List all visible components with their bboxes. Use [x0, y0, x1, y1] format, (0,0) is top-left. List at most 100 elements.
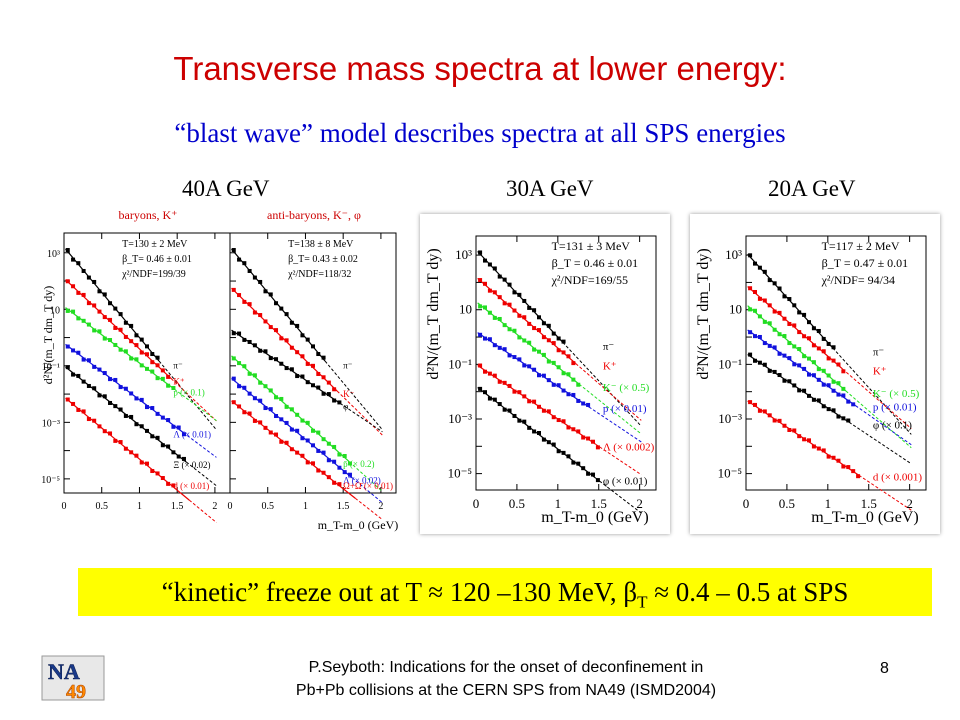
data-point	[160, 476, 165, 481]
fit-result-text: β_T= 0.46 ± 0.01	[122, 254, 192, 265]
data-point	[522, 315, 527, 320]
data-point	[305, 460, 310, 465]
data-point	[767, 278, 772, 283]
data-point	[295, 428, 300, 433]
fit-curve-extrapolated	[845, 390, 912, 449]
data-point	[252, 310, 257, 315]
data-point	[268, 325, 273, 330]
fit-curve-extrapolated	[575, 363, 642, 421]
data-point	[155, 376, 160, 381]
fit-curve-extrapolated	[832, 347, 912, 435]
data-point	[792, 303, 797, 308]
data-point	[129, 391, 134, 396]
data-point	[97, 393, 102, 398]
data-point	[145, 344, 149, 349]
data-point	[268, 292, 273, 297]
data-point	[316, 448, 321, 453]
data-point	[113, 342, 118, 347]
data-point	[76, 261, 81, 266]
data-point	[118, 440, 123, 445]
data-point	[757, 360, 762, 365]
series-label: Ξ (× 0.02)	[173, 460, 210, 470]
data-point	[537, 430, 541, 435]
data-point	[772, 418, 777, 423]
data-point	[92, 364, 97, 369]
data-point	[478, 250, 483, 255]
data-point	[284, 338, 289, 343]
series-label: p (× 0.01)	[873, 401, 917, 413]
data-point	[782, 353, 787, 358]
data-point	[787, 321, 792, 326]
data-point	[836, 381, 841, 386]
data-point	[337, 452, 342, 457]
data-point	[134, 343, 139, 348]
data-point	[551, 415, 556, 420]
data-point	[591, 439, 595, 444]
data-point	[487, 310, 492, 315]
fit-result-text: χ²/NDF=118/32	[287, 269, 351, 280]
data-point	[821, 382, 826, 387]
y-tick-label: 10³	[47, 249, 60, 260]
data-point	[258, 380, 263, 385]
x-tick-label: 0	[228, 501, 233, 512]
fit-curve-extrapolated	[855, 405, 912, 446]
data-point	[546, 378, 551, 383]
x-tick-label: 1.5	[171, 501, 184, 512]
x-tick-label: 1	[555, 496, 562, 511]
data-point	[274, 328, 279, 333]
x-tick-label: 1	[825, 496, 832, 511]
data-point	[118, 407, 123, 412]
data-point	[807, 336, 811, 341]
data-point	[841, 393, 846, 398]
data-point	[807, 438, 811, 443]
data-point	[541, 352, 546, 357]
footer-line-1: P.Seyboth: Indications for the onset of …	[308, 659, 704, 676]
energy-label-20: 20A GeV	[768, 176, 856, 201]
data-point	[792, 323, 797, 328]
data-point	[76, 350, 81, 355]
data-point	[92, 328, 97, 333]
data-point	[846, 465, 851, 470]
data-point	[71, 257, 76, 262]
data-point	[797, 310, 802, 315]
data-point	[237, 257, 242, 262]
data-point	[851, 402, 856, 407]
data-point	[316, 385, 321, 390]
data-point	[337, 465, 342, 470]
data-point	[76, 316, 81, 321]
fit-result-text: β_T = 0.46 ± 0.01	[552, 256, 639, 270]
data-point	[176, 454, 181, 459]
data-point	[507, 383, 512, 388]
data-point	[155, 363, 160, 368]
data-point	[166, 444, 171, 449]
data-point	[561, 419, 566, 424]
series-label: φ (× 0.1)	[873, 419, 912, 431]
data-point	[279, 361, 284, 366]
data-point	[777, 418, 782, 423]
data-point	[155, 411, 160, 416]
data-point	[571, 377, 576, 382]
fit-curve-extrapolated	[562, 341, 642, 427]
data-point	[337, 482, 342, 487]
data-point	[139, 363, 144, 368]
data-point	[532, 399, 537, 404]
data-point	[300, 374, 305, 379]
y-tick-label: 10⁻³	[42, 418, 60, 429]
data-point	[821, 336, 826, 341]
data-point	[527, 321, 532, 326]
data-point	[113, 306, 118, 311]
data-point	[772, 345, 777, 350]
y-tick-label: 10⁻¹	[718, 356, 742, 371]
x-tick-label: 2	[212, 501, 217, 512]
fit-result-text: T=117 ± 2 MeV	[822, 239, 900, 253]
x-tick-label: 1.5	[591, 496, 607, 511]
data-point	[150, 360, 155, 365]
data-point	[782, 316, 787, 321]
conclusion-prefix: “kinetic” freeze out at T ≈ 120 –130 MeV…	[161, 577, 638, 607]
x-tick-label: 1	[303, 501, 308, 512]
data-point	[86, 383, 91, 388]
data-point	[171, 424, 176, 429]
series-label: Λ (× 0.01)	[173, 430, 211, 440]
data-point	[748, 330, 753, 335]
